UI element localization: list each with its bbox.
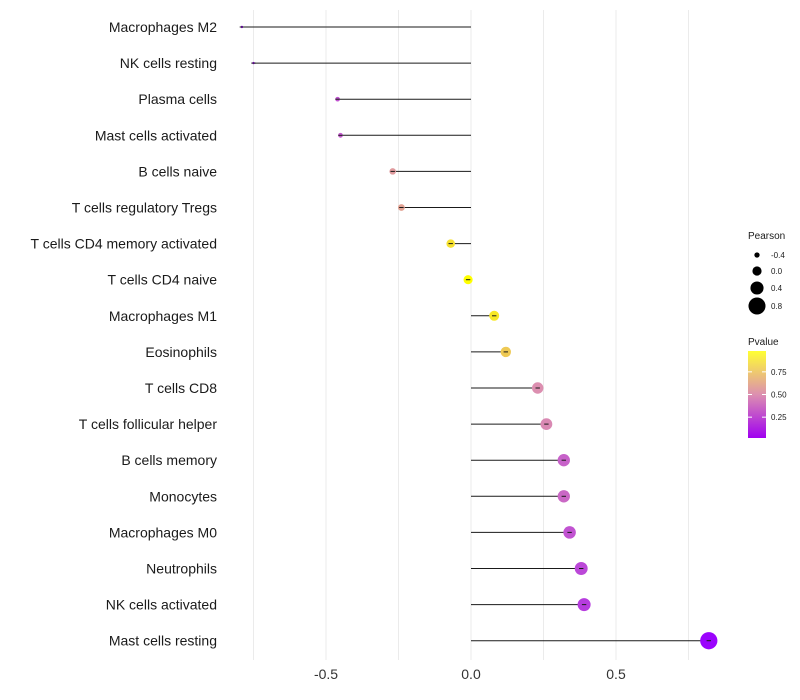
legend-size-label: 0.0: [771, 267, 783, 276]
legend-size-title: Pearson: [748, 231, 785, 242]
legend-size-key: [752, 266, 762, 276]
y-tick-label: Neutrophils: [146, 561, 217, 577]
grid-layer: [253, 10, 689, 660]
y-tick-label: Eosinophils: [145, 344, 217, 360]
y-tick-label: T cells regulatory Tregs: [72, 200, 217, 216]
legend-size-key: [754, 252, 760, 258]
legend-color-label: 0.50: [771, 391, 787, 400]
y-tick-label: B cells memory: [121, 452, 217, 468]
y-tick-label: Monocytes: [149, 488, 217, 504]
y-tick-label: Macrophages M1: [109, 308, 217, 324]
y-tick-label: Plasma cells: [138, 91, 217, 107]
y-tick-label: T cells follicular helper: [79, 416, 218, 432]
y-tick-label: NK cells activated: [106, 597, 217, 613]
y-tick-label: Mast cells activated: [95, 127, 217, 143]
y-tick-label: T cells CD4 memory activated: [31, 236, 217, 252]
legend-size-key: [750, 281, 764, 295]
legend: Pearson Pvalue -0.4 0.0 0.4 0.8 0.25 0.50 0.75: [748, 231, 787, 438]
legend-size-key: [748, 297, 766, 315]
y-tick-label: T cells CD8: [145, 380, 217, 396]
y-tick-label: NK cells resting: [120, 55, 217, 71]
y-tick-label: Mast cells resting: [109, 633, 217, 649]
x-tick-label: -0.5: [314, 666, 338, 682]
y-tick-label: Macrophages M0: [109, 524, 217, 540]
segment-layer: [241, 26, 709, 642]
legend-color-title: Pvalue: [748, 337, 779, 348]
legend-color-label: 0.75: [771, 368, 787, 377]
x-axis-ticks: -0.5 0.0 0.5: [314, 666, 626, 682]
x-tick-label: 0.5: [606, 666, 626, 682]
x-tick-label: 0.0: [461, 666, 481, 682]
point-layer: [239, 25, 718, 650]
y-axis-labels: Macrophages M2 NK cells resting Plasma cel…: [31, 19, 218, 649]
legend-color-label: 0.25: [771, 413, 787, 422]
legend-size-label: 0.8: [771, 302, 783, 311]
y-tick-label: Macrophages M2: [109, 19, 217, 35]
legend-size-label: -0.4: [771, 251, 785, 260]
y-tick-label: T cells CD4 naive: [108, 272, 218, 288]
y-tick-label: B cells naive: [138, 163, 217, 179]
color-bar: [748, 351, 766, 438]
legend-size-label: 0.4: [771, 284, 783, 293]
